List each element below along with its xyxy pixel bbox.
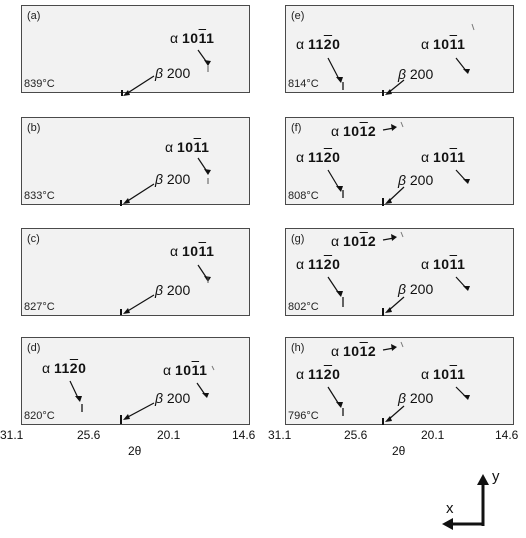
panel-b: (b) 833°C α 1011 β 200 <box>21 117 250 205</box>
coordinate-axes: y x <box>438 470 508 530</box>
x-tick-label: 14.6 <box>495 428 518 442</box>
panel-b-marks <box>22 118 251 206</box>
panel-a: (a) 839°C α 1011 β 200 <box>21 5 250 93</box>
panel-f-marks <box>286 118 515 206</box>
x-axis-label: x <box>446 500 454 517</box>
x-tick-label: 20.1 <box>157 428 180 442</box>
panel-c-marks <box>22 229 251 317</box>
panel-g: (g) 802°C α 1012 α 1120 α 1011 β 200 <box>285 228 514 316</box>
panel-d: (d) 820°C α 1120 α 1011 β 200 <box>21 337 250 425</box>
x-tick-label: 20.1 <box>421 428 444 442</box>
panel-f: (f) 808°C α 1012 α 1120 α 1011 β 200 <box>285 117 514 205</box>
x-axis-label: 2θ <box>392 444 405 458</box>
x-tick-label: 14.6 <box>232 428 255 442</box>
panel-g-marks <box>286 229 515 317</box>
panel-h-marks <box>286 338 515 426</box>
x-tick-label: 31.1 <box>268 428 291 442</box>
panel-h: (h) 796°C α 1012 α 1120 α 1011 β 200 <box>285 337 514 425</box>
panel-c: (c) 827°C α 1011 β 200 <box>21 228 250 316</box>
x-axis-label: 2θ <box>128 444 141 458</box>
x-tick-label: 31.1 <box>0 428 23 442</box>
panel-e: (e) 814°C α 1120 α 1011 β 200 <box>285 5 514 93</box>
panel-a-marks <box>22 6 251 94</box>
y-axis-label: y <box>492 468 500 485</box>
panel-e-marks <box>286 6 515 94</box>
x-tick-label: 25.6 <box>77 428 100 442</box>
panel-d-marks <box>22 338 251 426</box>
x-tick-label: 25.6 <box>344 428 367 442</box>
